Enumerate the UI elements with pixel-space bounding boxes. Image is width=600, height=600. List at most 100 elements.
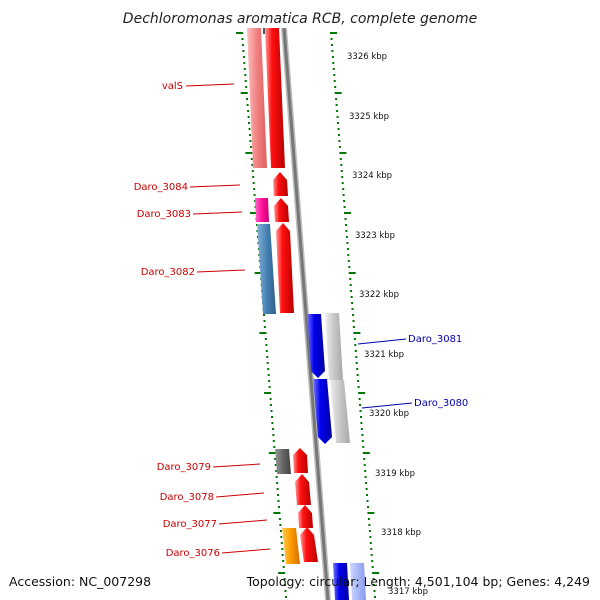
gene-label[interactable]: Daro_3084 (134, 182, 188, 193)
minor-tick (341, 182, 344, 184)
gene-arrow-daro-3077[interactable] (298, 505, 313, 528)
gene-arrow-daro-3083[interactable] (274, 198, 289, 222)
minor-tick (367, 518, 370, 520)
minor-tick (242, 56, 245, 58)
cog-blocks-minus (247, 28, 300, 564)
gene-arrow-next[interactable] (333, 563, 349, 600)
gene-label[interactable]: Daro_3076 (166, 548, 220, 559)
minor-tick (332, 62, 335, 64)
minor-tick (284, 584, 287, 586)
minor-tick (369, 542, 372, 544)
scale-label: 3317 kbp (388, 587, 428, 597)
minor-tick (359, 404, 361, 406)
minor-tick (247, 116, 250, 118)
cog-block-valS (247, 28, 267, 168)
minor-tick (244, 74, 247, 76)
minor-tick (331, 56, 334, 58)
minor-tick (253, 194, 256, 196)
minor-tick (265, 350, 268, 352)
minor-tick (346, 242, 349, 244)
minor-tick (241, 44, 244, 46)
minor-tick (340, 170, 343, 172)
minor-tick (343, 206, 346, 208)
minor-tick (360, 416, 362, 418)
minor-tick (244, 80, 247, 82)
gene-arrow-valS[interactable] (265, 28, 285, 168)
minor-tick (355, 362, 358, 364)
minor-tick (247, 110, 250, 112)
major-tick (330, 32, 337, 34)
minor-tick (331, 50, 334, 52)
minor-tick (354, 350, 357, 352)
minor-tick (282, 560, 285, 562)
minor-tick (282, 566, 285, 568)
minor-tick (246, 98, 249, 100)
minor-tick (350, 296, 353, 298)
gene-arrow-daro-3078[interactable] (295, 474, 311, 505)
minor-tick (266, 362, 269, 364)
gene-label[interactable]: Daro_3081 (408, 334, 462, 345)
minor-tick (340, 164, 343, 166)
gene-label[interactable]: valS (162, 81, 183, 92)
minor-tick (356, 368, 359, 370)
minor-tick (250, 158, 253, 160)
gene-arrow-daro-3082[interactable] (276, 223, 294, 313)
gene-labels: valS Daro_3084 Daro_3083 Daro_3082 Daro_… (134, 81, 469, 559)
major-tick (362, 452, 370, 454)
minor-tick (337, 122, 339, 124)
minor-tick (272, 434, 275, 436)
minor-tick (370, 554, 373, 556)
minor-tick (368, 524, 371, 526)
minor-tick (330, 44, 333, 46)
minor-tick (355, 356, 358, 358)
minor-tick (267, 374, 270, 376)
minor-tick (370, 548, 373, 550)
gene-label[interactable]: Daro_3082 (141, 267, 195, 278)
major-tick (334, 92, 342, 94)
minor-tick (256, 230, 259, 232)
minor-tick (252, 176, 255, 178)
minor-tick (335, 104, 338, 106)
gene-arrow-daro-3081[interactable] (307, 314, 325, 378)
minor-tick (263, 326, 266, 328)
major-tick (236, 32, 243, 34)
minor-tick (337, 128, 340, 130)
minor-tick (345, 224, 347, 226)
gene-label[interactable]: Daro_3077 (163, 519, 217, 530)
major-tick (250, 212, 257, 214)
major-tick (278, 572, 286, 574)
minor-tick (333, 80, 336, 82)
gene-arrow-daro-3080[interactable] (313, 379, 332, 444)
scale-labels: 3326 kbp 3325 kbp 3324 kbp 3323 kbp 3322… (347, 52, 428, 597)
minor-tick (352, 326, 355, 328)
major-tick (353, 332, 361, 334)
minor-tick (354, 344, 357, 346)
minor-tick (276, 482, 279, 484)
gene-arrow-daro-3076[interactable] (300, 527, 318, 562)
minor-tick (271, 416, 273, 418)
minor-tick (336, 110, 339, 112)
gene-label[interactable]: Daro_3078 (160, 492, 214, 503)
minor-tick (371, 566, 374, 568)
gene-label[interactable]: Daro_3080 (414, 398, 468, 409)
minor-tick (275, 470, 278, 472)
minor-tick (351, 302, 354, 304)
minor-tick (342, 194, 345, 196)
minor-tick (271, 422, 274, 424)
minor-tick (263, 320, 266, 322)
minor-tick (353, 338, 356, 340)
minor-tick (270, 404, 272, 406)
minor-tick (253, 188, 256, 190)
minor-tick (364, 470, 367, 472)
minor-tick (360, 428, 363, 430)
gene-arrow-daro-3084[interactable] (273, 172, 288, 196)
minor-tick (361, 440, 364, 442)
major-tick (264, 392, 272, 394)
minor-tick (336, 116, 339, 118)
gene-label[interactable]: Daro_3079 (157, 462, 211, 473)
minor-tick (335, 98, 338, 100)
gene-arrow-daro-3079[interactable] (293, 448, 308, 473)
gene-label[interactable]: Daro_3083 (137, 209, 191, 220)
scale-label: 3325 kbp (349, 112, 389, 122)
